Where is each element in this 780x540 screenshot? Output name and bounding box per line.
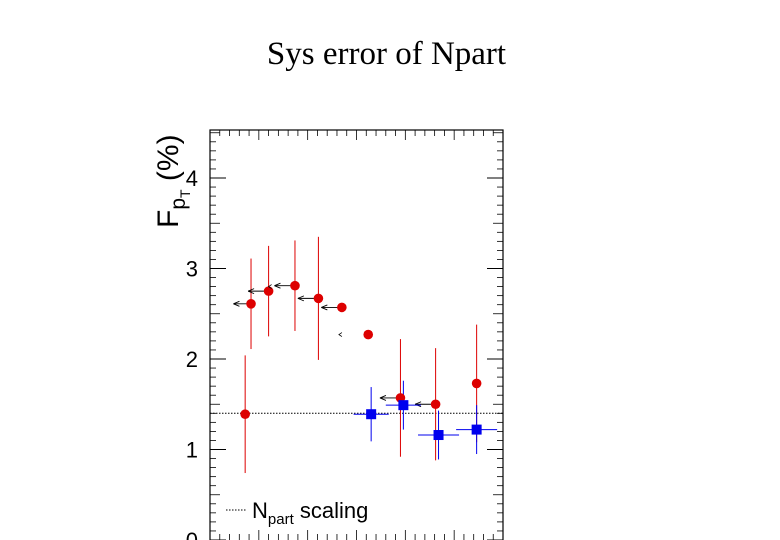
shift-arrow-head bbox=[247, 288, 255, 295]
data-point-square bbox=[366, 409, 377, 420]
data-point-circle bbox=[263, 286, 274, 296]
legend-label-main: N bbox=[252, 498, 268, 523]
data-point-circle bbox=[430, 399, 441, 410]
shift-arrow-head bbox=[321, 304, 328, 311]
data-point-circle bbox=[290, 280, 300, 291]
y-tick-label: 1 bbox=[186, 438, 198, 463]
legend-label-sub: part bbox=[268, 511, 295, 528]
data-point-square bbox=[398, 400, 409, 411]
legend: Npart scaling bbox=[226, 498, 368, 528]
data-point-circle bbox=[313, 293, 324, 304]
tick-labels: 0 1 2 3 4 bbox=[186, 166, 198, 540]
data-point-square bbox=[433, 430, 444, 441]
ticks bbox=[210, 130, 503, 540]
page-title: Sys error of Npart bbox=[266, 36, 507, 72]
markers bbox=[240, 280, 482, 441]
shift-arrow-head bbox=[233, 300, 240, 307]
y-axis-label-subsub: T bbox=[177, 189, 193, 198]
plot-frame bbox=[209, 129, 504, 540]
data-point-circle bbox=[337, 302, 347, 313]
shift-arrow-head bbox=[379, 394, 387, 401]
legend-text: Npart scaling bbox=[252, 498, 368, 528]
y-tick-label: 3 bbox=[186, 257, 198, 282]
stray-arrow-mark bbox=[267, 284, 272, 289]
data-point-circle bbox=[471, 378, 482, 389]
error-bars bbox=[233, 236, 498, 474]
data-point-circle bbox=[363, 329, 374, 340]
y-tick-label: 0 bbox=[186, 528, 198, 540]
stray-arrow-mark bbox=[338, 332, 343, 337]
y-axis-label-sub: p bbox=[167, 198, 190, 210]
y-tick-label: 2 bbox=[186, 347, 198, 372]
data-point-circle bbox=[240, 409, 250, 420]
y-tick-label: 4 bbox=[186, 166, 198, 191]
y-axis-label-main: F bbox=[152, 210, 185, 228]
legend-label-suffix: scaling bbox=[294, 498, 369, 523]
y-axis-label-suffix: (%) bbox=[152, 134, 185, 189]
data-point-square bbox=[471, 424, 482, 435]
shift-arrow-head bbox=[274, 282, 281, 289]
shift-arrow-head bbox=[297, 295, 305, 302]
y-axis-label: FpT (%) bbox=[152, 134, 193, 228]
data-point-circle bbox=[246, 298, 256, 309]
